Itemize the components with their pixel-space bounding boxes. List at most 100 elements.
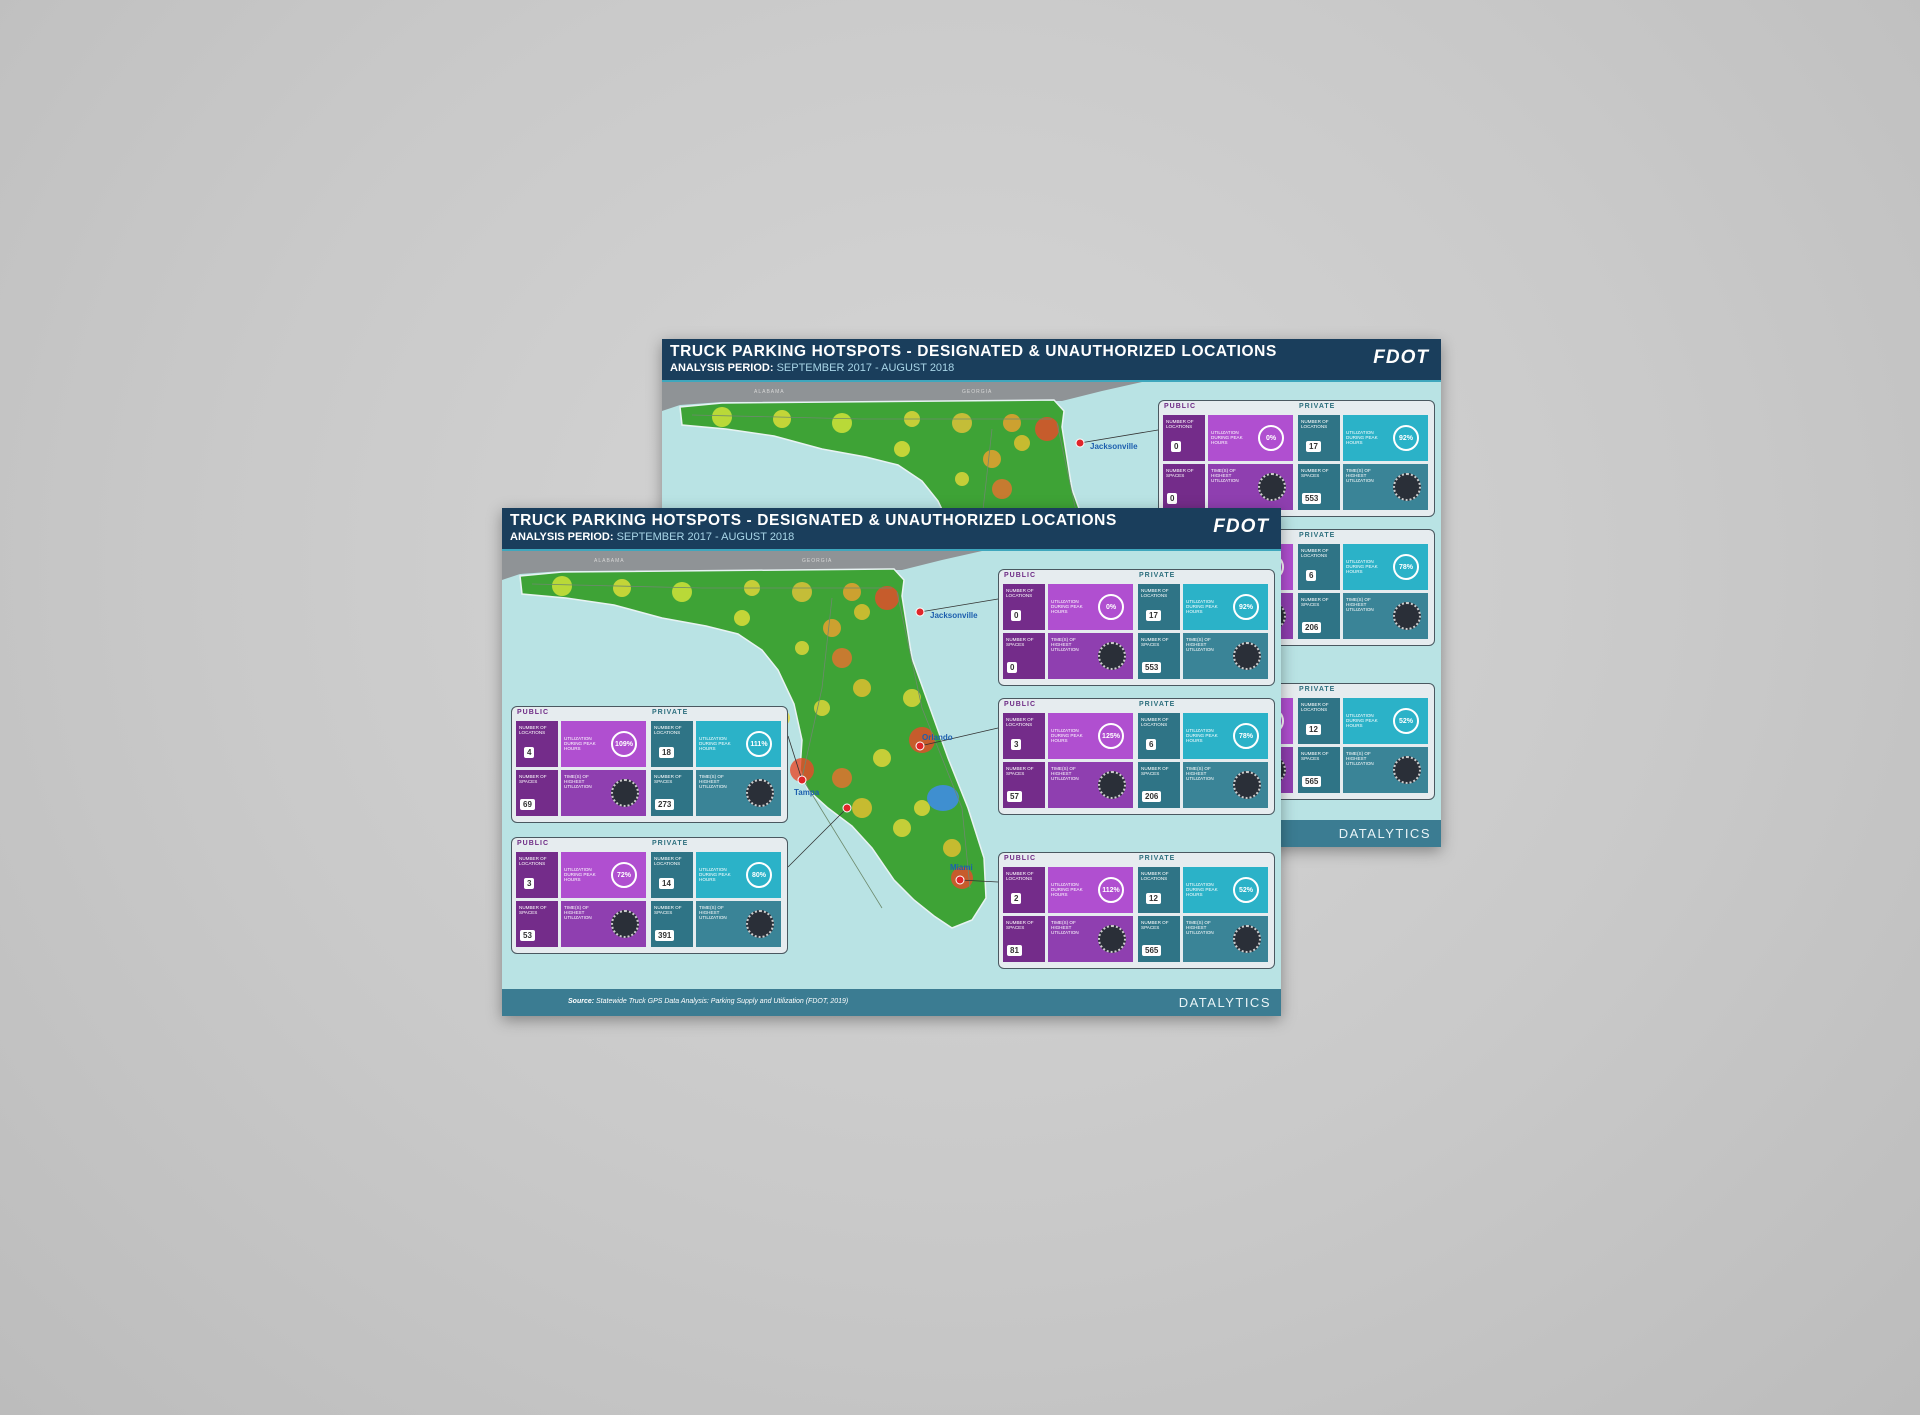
tile-label: NUMBER OF LOCATIONS <box>1166 419 1194 429</box>
florida <box>519 568 987 929</box>
city-label: Jacksonville <box>930 611 978 620</box>
heat-spot <box>1014 435 1030 451</box>
locations-value: 18 <box>659 747 674 758</box>
source: Source: Statewide Truck GPS Data Analysi… <box>568 998 848 1005</box>
spaces-value: 0 <box>1007 662 1018 673</box>
spaces-tile: NUMBER OF SPACES 69 <box>516 770 558 816</box>
tile-label: UTILIZATION DURING PEAK HOURS <box>1186 728 1218 743</box>
heat-spot <box>1003 414 1021 432</box>
clock-icon <box>1393 756 1421 784</box>
tile-label: NUMBER OF LOCATIONS <box>1006 588 1034 598</box>
spaces-value: 391 <box>655 930 675 941</box>
connector <box>919 727 999 747</box>
utilization-tile: UTILIZATION DURING PEAK HOURS 111% <box>696 721 781 767</box>
locations-value: 12 <box>1146 893 1161 904</box>
clock-icon <box>1098 642 1126 670</box>
tile-label: NUMBER OF SPACES <box>654 905 682 915</box>
clock-icon <box>1233 771 1261 799</box>
heat-spot <box>952 413 972 433</box>
utilization-tile: UTILIZATION DURING PEAK HOURS 72% <box>561 852 646 898</box>
tile-label: NUMBER OF LOCATIONS <box>1141 588 1169 598</box>
tile-label: NUMBER OF LOCATIONS <box>1301 419 1329 429</box>
utilization-tile: UTILIZATION DURING PEAK HOURS 80% <box>696 852 781 898</box>
heat-spot <box>894 441 910 457</box>
tile-label: TIME(S) OF HIGHEST UTILIZATION <box>1051 766 1079 781</box>
period-label: ANALYSIS PERIOD: <box>510 531 614 543</box>
spaces-tile: NUMBER OF SPACES 553 <box>1298 464 1340 510</box>
spaces-value: 53 <box>520 930 535 941</box>
tile-label: TIME(S) OF HIGHEST UTILIZATION <box>699 905 727 920</box>
state-label: GEORGIA <box>802 558 832 564</box>
subtitle: ANALYSIS PERIOD: SEPTEMBER 2017 - AUGUST… <box>510 531 794 543</box>
spaces-value: 69 <box>520 799 535 810</box>
utilization-value: 92% <box>1233 594 1259 620</box>
public-heading: PUBLIC <box>517 840 550 847</box>
locations-value: 3 <box>524 878 535 889</box>
city-marker <box>915 741 925 751</box>
clock-icon <box>746 779 774 807</box>
tile-label: NUMBER OF LOCATIONS <box>1301 702 1329 712</box>
tile-label: TIME(S) OF HIGHEST UTILIZATION <box>564 774 592 789</box>
clock-icon <box>746 910 774 938</box>
private-heading: PRIVATE <box>1139 572 1176 579</box>
utilization-tile: UTILIZATION DURING PEAK HOURS 109% <box>561 721 646 767</box>
locations-tile: NUMBER OF LOCATIONS 18 <box>651 721 693 767</box>
locations-tile: NUMBER OF LOCATIONS 3 <box>516 852 558 898</box>
heat-spot <box>983 450 1001 468</box>
spaces-value: 206 <box>1142 791 1162 802</box>
time-tile: TIME(S) OF HIGHEST UTILIZATION <box>561 901 646 947</box>
city-label: Orlando <box>922 733 953 742</box>
info-panel: PUBLIC PRIVATE NUMBER OF LOCATIONS 4 UTILIZA… <box>511 706 788 823</box>
utilization-value: 109% <box>611 731 637 757</box>
info-panel: PUBLIC PRIVATE NUMBER OF LOCATIONS 0 UTILIZA… <box>998 569 1275 686</box>
tile-label: TIME(S) OF HIGHEST UTILIZATION <box>1346 751 1374 766</box>
tile-label: UTILIZATION DURING PEAK HOURS <box>1346 713 1378 728</box>
tile-label: NUMBER OF SPACES <box>1301 597 1329 607</box>
tile-label: TIME(S) OF HIGHEST UTILIZATION <box>699 774 727 789</box>
private-heading: PRIVATE <box>1139 701 1176 708</box>
city-marker <box>842 803 852 813</box>
subtitle: ANALYSIS PERIOD: SEPTEMBER 2017 - AUGUST… <box>670 362 954 374</box>
time-tile: TIME(S) OF HIGHEST UTILIZATION <box>1343 464 1428 510</box>
heat-spot <box>992 479 1012 499</box>
city-marker <box>915 607 925 617</box>
heat-spot <box>773 410 791 428</box>
locations-tile: NUMBER OF LOCATIONS 4 <box>516 721 558 767</box>
locations-tile: NUMBER OF LOCATIONS 0 <box>1163 415 1205 461</box>
connector <box>919 598 999 613</box>
time-tile: TIME(S) OF HIGHEST UTILIZATION <box>1048 633 1133 679</box>
heat-spot <box>943 839 961 857</box>
poster: ALABAMA GEORGIA Jacksonville Orlando Tampa Mi… <box>502 508 1281 1016</box>
locations-value: 6 <box>1146 739 1157 750</box>
heat-spot <box>832 413 852 433</box>
public-heading: PUBLIC <box>1004 701 1037 708</box>
tile-label: NUMBER OF LOCATIONS <box>654 725 682 735</box>
utilization-tile: UTILIZATION DURING PEAK HOURS 112% <box>1048 867 1133 913</box>
tile-label: NUMBER OF LOCATIONS <box>1141 717 1169 727</box>
private-heading: PRIVATE <box>652 709 689 716</box>
spaces-tile: NUMBER OF SPACES 0 <box>1003 633 1045 679</box>
locations-value: 0 <box>1011 610 1022 621</box>
spaces-value: 273 <box>655 799 675 810</box>
tile-label: TIME(S) OF HIGHEST UTILIZATION <box>1051 637 1079 652</box>
utilization-value: 0% <box>1098 594 1124 620</box>
utilization-tile: UTILIZATION DURING PEAK HOURS 125% <box>1048 713 1133 759</box>
time-tile: TIME(S) OF HIGHEST UTILIZATION <box>1183 916 1268 962</box>
tile-label: UTILIZATION DURING PEAK HOURS <box>1051 882 1083 897</box>
clock-icon <box>1098 771 1126 799</box>
connector <box>787 735 803 781</box>
tile-label: TIME(S) OF HIGHEST UTILIZATION <box>1051 920 1079 935</box>
heat-spot <box>914 800 930 816</box>
logo: FDOT <box>1373 347 1429 368</box>
spaces-value: 565 <box>1302 776 1322 787</box>
private-heading: PRIVATE <box>1299 686 1336 693</box>
clock-icon <box>1258 473 1286 501</box>
public-heading: PUBLIC <box>517 709 550 716</box>
tile-label: NUMBER OF SPACES <box>1141 920 1169 930</box>
locations-tile: NUMBER OF LOCATIONS 17 <box>1298 415 1340 461</box>
spaces-tile: NUMBER OF SPACES 206 <box>1138 762 1180 808</box>
private-heading: PRIVATE <box>1299 403 1336 410</box>
utilization-value: 112% <box>1098 877 1124 903</box>
heat-spot <box>852 798 872 818</box>
utilization-value: 52% <box>1233 877 1259 903</box>
